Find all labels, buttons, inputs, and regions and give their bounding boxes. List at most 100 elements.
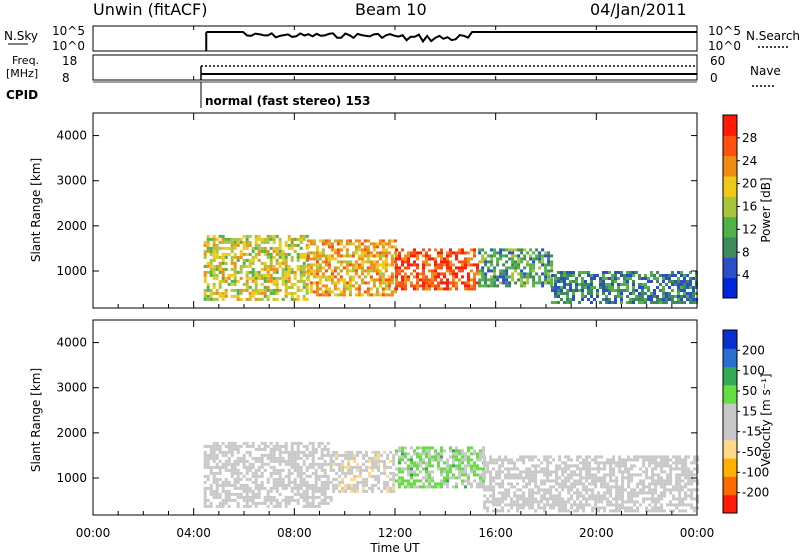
heatmap-cell [425,467,428,471]
heatmap-cell [626,271,629,274]
heatmap-cell [597,455,601,459]
heatmap-cell [496,275,500,279]
heatmap-cell [431,446,434,450]
heatmap-cell [671,298,674,301]
heatmap-cell [263,279,267,283]
heatmap-cell [236,480,240,484]
heatmap-cell [513,464,517,468]
colorbar-cell [723,277,737,299]
heatmap-cell [309,239,313,243]
heatmap-cell [357,275,361,279]
heatmap-cell [212,243,216,247]
heatmap-cell [567,476,571,480]
heatmap-cell [615,488,619,492]
heatmap-cell [576,458,580,462]
heatmap-cell [671,301,674,304]
heatmap-cell [686,286,689,289]
heatmap-cell [293,453,297,457]
heatmap-cell [260,483,264,487]
heatmap-cell [320,456,324,460]
heatmap-cell [284,264,288,268]
heatmap-cell [365,483,369,487]
heatmap-cell [269,486,273,490]
heatmap-cell [413,479,416,483]
heatmap-cell [321,239,325,243]
heatmap-cell [284,273,288,277]
heatmap-cell [363,260,367,264]
heatmap-cell [383,468,387,472]
heatmap-cell [464,266,467,270]
heatmap-cell [342,287,346,291]
heatmap-cell [648,509,652,513]
heatmap-cell [514,281,518,285]
heatmap-cell [584,283,587,286]
heatmap-cell [587,298,590,301]
heatmap-cell [629,298,632,301]
heatmap-cell [212,258,216,262]
heatmap-cell [609,461,613,465]
heatmap-cell [293,450,297,454]
colorbar-tick-label: -100 [742,465,769,479]
heatmap-cell [675,497,679,501]
heatmap-cell [564,503,568,507]
heatmap-cell [609,509,613,513]
heatmap-cell [499,275,503,279]
heatmap-cell [572,292,575,295]
heatmap-cell [227,459,231,463]
heatmap-cell [384,278,388,282]
heatmap-cell [696,464,700,468]
heatmap-cell [498,503,502,507]
heatmap-cell [275,276,279,280]
heatmap-cell [558,503,562,507]
heatmap-cell [677,292,680,295]
heatmap-cell [519,473,523,477]
heatmap-cell [275,480,279,484]
heatmap-cell [567,500,571,504]
heatmap-cell [636,458,640,462]
heatmap-cell [428,485,431,489]
heatmap-cell [230,282,234,286]
colorbar-tick-label: 4 [742,268,750,282]
heatmap-cell [579,494,583,498]
heatmap-cell [558,458,562,462]
heatmap-cell [407,260,410,264]
heatmap-cell [260,240,264,244]
heatmap-cell [356,465,360,469]
heatmap-cell [611,286,614,289]
heatmap-cell [484,278,488,282]
heatmap-cell [428,278,431,282]
heatmap-cell [203,273,207,277]
heatmap-cell [437,452,440,456]
heatmap-cell [455,284,458,288]
heatmap-cell [621,497,625,501]
heatmap-cell [635,295,638,298]
heatmap-cell [251,276,255,280]
heatmap-cell [407,458,410,462]
heatmap-cell [257,489,261,493]
heatmap-cell [532,284,536,288]
heatmap-cell [645,491,649,495]
heatmap-cell [639,488,643,492]
heatmap-cell [290,462,294,466]
colorbar-cell [723,458,737,477]
heatmap-cell [434,269,437,273]
heatmap-cell [398,449,401,453]
heatmap-cell [440,251,443,255]
heatmap-cell [669,482,673,486]
heatmap-cell [257,459,261,463]
heatmap-cell [401,269,404,273]
heatmap-cell [629,292,632,295]
heatmap-cell [287,456,291,460]
heatmap-cell [557,295,560,298]
heatmap-cell [684,485,688,489]
heatmap-cell [633,494,637,498]
heatmap-cell [410,272,413,276]
heatmap-cell [428,479,431,483]
heatmap-cell [467,251,470,255]
heatmap-cell [651,500,655,504]
heatmap-cell [632,280,635,283]
heatmap-cell [531,473,535,477]
heatmap-cell [248,261,252,265]
heatmap-cell [481,248,485,252]
heatmap-cell [422,266,425,270]
